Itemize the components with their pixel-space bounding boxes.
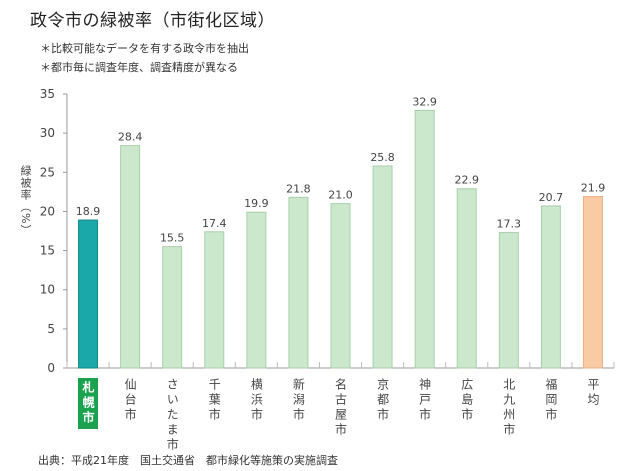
category-label: 北九州市 bbox=[501, 378, 516, 438]
data-label: 28.4 bbox=[118, 131, 143, 144]
data-label: 19.9 bbox=[244, 197, 269, 210]
bar bbox=[204, 231, 225, 369]
category-label: 神戸市 bbox=[417, 378, 432, 423]
bar bbox=[456, 188, 477, 369]
data-label: 15.5 bbox=[160, 232, 185, 245]
bar bbox=[540, 205, 561, 369]
category-label: 千葉市 bbox=[207, 378, 222, 423]
category-label: 横浜市 bbox=[249, 378, 264, 423]
data-label: 18.9 bbox=[76, 205, 101, 218]
data-label: 25.8 bbox=[370, 151, 395, 164]
category-label: 平均 bbox=[585, 378, 600, 408]
bar bbox=[330, 203, 351, 369]
y-tick-label: 30 bbox=[40, 126, 55, 140]
data-label: 22.9 bbox=[454, 174, 479, 187]
data-label: 32.9 bbox=[412, 95, 437, 108]
note-2: ＊都市毎に調査年度、調査精度が異なる bbox=[40, 61, 238, 74]
y-tick-label: 10 bbox=[40, 283, 55, 297]
data-label: 20.7 bbox=[539, 191, 564, 204]
y-tick-label: 25 bbox=[40, 165, 55, 179]
category-label: 福岡市 bbox=[543, 378, 558, 423]
y-tick-label: 15 bbox=[40, 244, 55, 258]
data-label: 21.9 bbox=[581, 182, 606, 195]
category-label: 名古屋市 bbox=[333, 378, 348, 438]
bar bbox=[78, 219, 99, 369]
y-tick-label: 0 bbox=[47, 361, 55, 375]
bar bbox=[582, 196, 603, 369]
bar bbox=[120, 145, 141, 369]
bar bbox=[498, 232, 519, 369]
bar bbox=[162, 246, 183, 369]
data-label: 17.4 bbox=[202, 217, 227, 230]
data-label: 21.8 bbox=[286, 182, 311, 195]
category-label: さいたま市 bbox=[165, 378, 180, 453]
data-label: 21.0 bbox=[328, 189, 353, 202]
bar bbox=[372, 165, 393, 369]
chart-title: 政令市の緑被率（市街化区域） bbox=[30, 11, 275, 31]
category-label: 新潟市 bbox=[291, 378, 306, 423]
category-label: 京都市 bbox=[375, 378, 390, 423]
y-tick-label: 5 bbox=[47, 322, 55, 336]
bar bbox=[246, 211, 267, 369]
category-label: 仙台市 bbox=[123, 378, 138, 423]
bar bbox=[414, 109, 435, 369]
bar bbox=[288, 196, 309, 369]
y-axis-label: 緑被率（%） bbox=[19, 165, 32, 237]
y-tick-label: 35 bbox=[40, 87, 55, 101]
y-tick-label: 20 bbox=[40, 204, 55, 218]
note-1: ＊比較可能なデータを有する政令市を抽出 bbox=[40, 42, 249, 55]
source-note: 出典：平成21年度 国土交通省 都市緑化等施策の実施調査 bbox=[38, 454, 338, 467]
category-label-highlight: 札幌市 bbox=[78, 378, 99, 429]
data-label: 17.3 bbox=[497, 218, 522, 231]
category-label: 広島市 bbox=[459, 378, 474, 423]
